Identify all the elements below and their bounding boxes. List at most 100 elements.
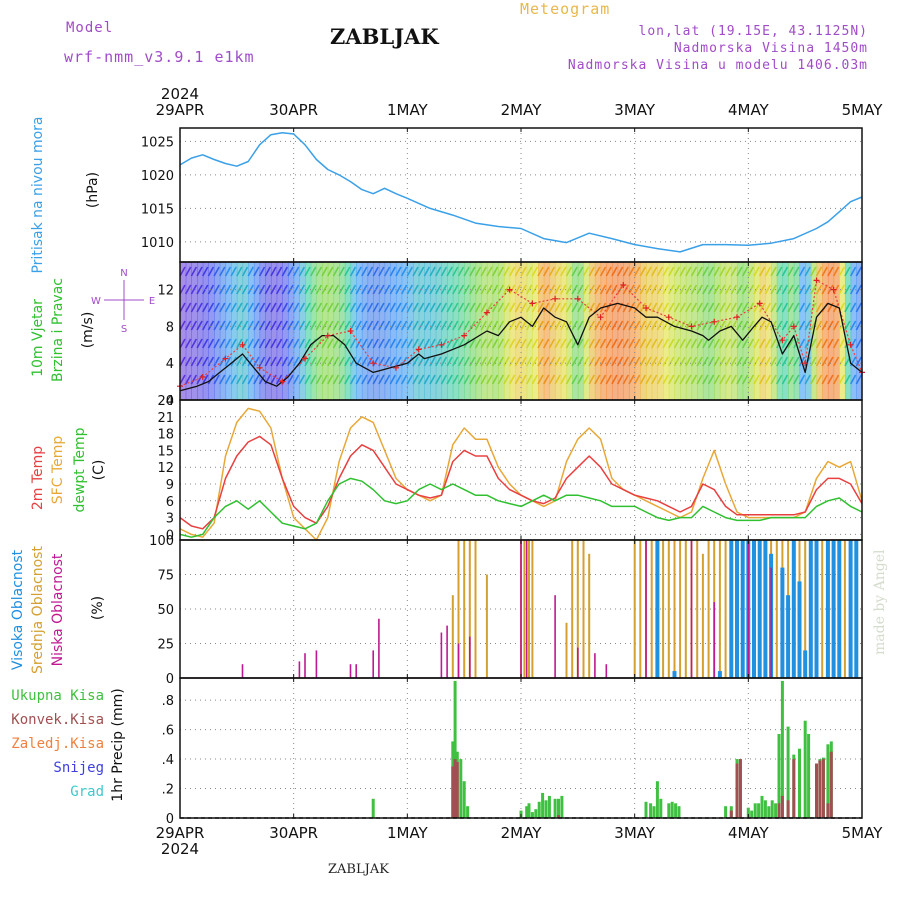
wind-barb bbox=[656, 356, 664, 367]
wind-barb bbox=[412, 266, 419, 277]
total-precip-bar bbox=[826, 744, 830, 818]
wind-barb bbox=[236, 320, 243, 331]
y-tick-label: .2 bbox=[162, 783, 174, 798]
wind-barb bbox=[469, 338, 476, 349]
wind-band bbox=[242, 262, 249, 400]
wind-barb bbox=[696, 266, 703, 277]
wind-barb bbox=[332, 338, 340, 349]
y-tick-label: 8 bbox=[166, 320, 174, 335]
gust-point bbox=[415, 346, 422, 353]
low-cloud-title: Niska Oblacnost bbox=[50, 553, 66, 666]
wind-barb bbox=[179, 266, 186, 277]
wind-barb bbox=[730, 338, 737, 349]
gust-point bbox=[779, 337, 786, 344]
wind-barb bbox=[764, 338, 772, 349]
wind-barb bbox=[213, 356, 220, 367]
wind-band bbox=[208, 262, 215, 400]
wind-band bbox=[316, 262, 323, 400]
wind-barb bbox=[383, 284, 391, 295]
y-tick-label: 12 bbox=[157, 284, 174, 299]
mid-cloud-bar bbox=[701, 553, 704, 678]
wind-barb bbox=[452, 320, 459, 331]
wind-barb bbox=[457, 356, 465, 367]
wind-barb bbox=[202, 320, 209, 331]
y-tick-label: 21 bbox=[157, 411, 174, 426]
wind-barb bbox=[230, 338, 237, 349]
wind-band bbox=[600, 262, 607, 400]
wind-band bbox=[725, 262, 732, 400]
wind-barb bbox=[321, 338, 328, 349]
wind-barb bbox=[224, 356, 232, 367]
conv-precip-bar bbox=[821, 759, 825, 818]
wind-barb bbox=[531, 338, 539, 349]
wind-barb bbox=[287, 374, 294, 385]
wind-barb bbox=[582, 302, 590, 313]
wind-barb bbox=[736, 302, 743, 313]
wind-barb bbox=[656, 338, 664, 349]
wind-barb bbox=[196, 338, 203, 349]
wind-barb bbox=[378, 320, 385, 331]
wind-barb bbox=[400, 374, 408, 385]
wind-barb bbox=[810, 374, 817, 385]
wind-barb bbox=[668, 284, 675, 295]
wind-barb bbox=[571, 356, 578, 367]
wind-barb bbox=[662, 338, 669, 349]
wind-barb bbox=[753, 356, 760, 367]
compass-w: W bbox=[91, 296, 101, 307]
low-cloud-bar bbox=[770, 567, 772, 678]
wind-barb bbox=[543, 338, 550, 349]
wind-barb bbox=[690, 374, 698, 385]
wind-barb bbox=[832, 338, 840, 349]
wind-band bbox=[765, 262, 772, 400]
wind-barb bbox=[730, 266, 737, 277]
wind-barb bbox=[844, 338, 851, 349]
wind-barb bbox=[190, 284, 198, 295]
wind-barb bbox=[827, 266, 834, 277]
x-tick-label-bottom: 3MAY bbox=[614, 824, 656, 842]
wind-barb bbox=[344, 320, 351, 331]
wind-barb bbox=[548, 284, 556, 295]
gust-point bbox=[830, 286, 837, 293]
wind-barb bbox=[304, 320, 311, 331]
wind-barb bbox=[616, 374, 624, 385]
wind-barb bbox=[525, 374, 533, 385]
wind-barb bbox=[690, 356, 698, 367]
wind-band bbox=[464, 262, 471, 400]
wind-barb bbox=[338, 284, 345, 295]
wind-barb bbox=[815, 356, 823, 367]
wind-barb bbox=[327, 320, 334, 331]
wind-barb bbox=[770, 266, 777, 277]
wind-band bbox=[333, 262, 340, 400]
wind-band bbox=[378, 262, 386, 400]
wind-barb bbox=[781, 320, 789, 331]
low-cloud-bar bbox=[690, 540, 693, 678]
wind-band bbox=[458, 262, 465, 400]
mid-cloud-bar bbox=[639, 540, 642, 678]
wind-barb bbox=[270, 302, 277, 313]
wind-barb bbox=[508, 266, 516, 277]
gust-point bbox=[461, 332, 468, 339]
wind-barb bbox=[486, 284, 493, 295]
wind-barb bbox=[230, 320, 237, 331]
wind-barb bbox=[224, 338, 232, 349]
wind-barb bbox=[366, 266, 374, 277]
wind-barb bbox=[702, 302, 709, 313]
wind-barb bbox=[429, 374, 436, 385]
wind-barb bbox=[713, 320, 720, 331]
wind-band bbox=[850, 262, 857, 400]
wind-barb bbox=[554, 374, 561, 385]
compass-s: S bbox=[121, 324, 127, 335]
wind-barb bbox=[315, 320, 323, 331]
mid-cloud-bar bbox=[775, 540, 778, 678]
wind-barb bbox=[486, 302, 493, 313]
wind-barb bbox=[213, 266, 220, 277]
total-precip-bar bbox=[649, 803, 653, 818]
wind-barb bbox=[656, 374, 664, 385]
wind-barb bbox=[679, 284, 686, 295]
total-precip-bar bbox=[659, 798, 663, 818]
wind-band bbox=[782, 262, 789, 400]
wind-barb bbox=[372, 266, 379, 277]
wind-barb bbox=[457, 320, 465, 331]
wind-barb bbox=[793, 302, 800, 313]
